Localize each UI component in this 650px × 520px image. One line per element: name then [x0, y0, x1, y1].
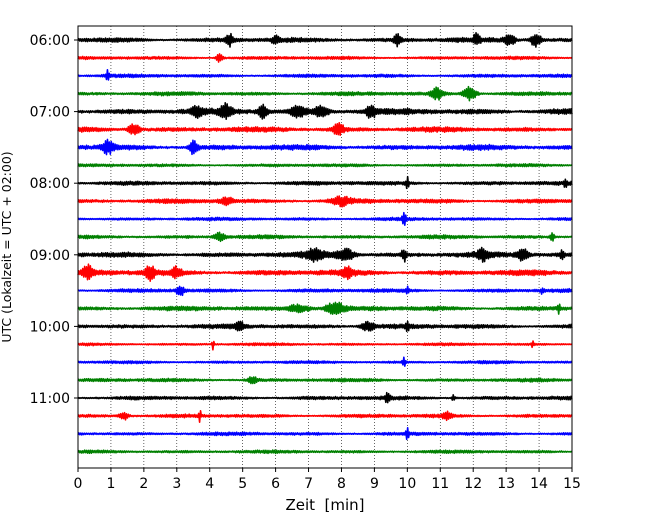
x-tick-label: 9 [370, 476, 379, 492]
trace-0800 [77, 175, 573, 190]
y-axis-label: UTC (Lokalzeit = UTC + 02:00) [0, 151, 14, 342]
y-tick-label: 09:00 [30, 248, 70, 264]
x-tick-label: 5 [238, 476, 247, 492]
x-tick-label: 7 [304, 476, 313, 492]
trace-0900 [77, 246, 573, 263]
x-tick-label: 14 [530, 476, 548, 492]
x-tick-label: 4 [205, 476, 214, 492]
x-tick-label: 11 [431, 476, 449, 492]
trace-0930 [77, 285, 573, 297]
y-axis-ticks: 06:00 07:00 08:00 09:00 10:00 11:00 [30, 33, 78, 407]
x-tick-label: 13 [497, 476, 515, 492]
trace-0615 [77, 53, 573, 63]
trace-0700 [77, 102, 573, 121]
x-tick-label: 10 [398, 476, 416, 492]
y-tick-label: 10:00 [30, 319, 70, 335]
y-tick-label: 07:00 [30, 105, 70, 121]
trace-0645 [77, 85, 573, 102]
trace-0715 [77, 121, 573, 137]
x-tick-label: 8 [337, 476, 346, 492]
x-tick-label: 6 [271, 476, 280, 492]
trace-0915 [77, 263, 573, 283]
x-tick-label: 1 [106, 476, 115, 492]
y-tick-label: 06:00 [30, 33, 70, 49]
trace-group [77, 32, 573, 455]
x-tick-label: 12 [464, 476, 482, 492]
y-tick-label: 11:00 [30, 391, 70, 407]
x-tick-label: 2 [139, 476, 148, 492]
x-axis-label: Zeit [min] [285, 496, 364, 514]
trace-0845 [77, 231, 573, 243]
trace-1015 [77, 340, 573, 351]
plot-frame [77, 25, 573, 469]
x-axis-ticks: 0 1 2 3 4 5 6 7 8 9 10 11 12 13 14 15 [74, 468, 581, 492]
trace-0745 [77, 162, 573, 168]
trace-1000 [77, 320, 573, 333]
trace-1145 [77, 449, 573, 455]
trace-1100 [77, 391, 573, 404]
trace-0630 [77, 69, 573, 81]
trace-1045 [77, 376, 573, 385]
x-tick-label: 0 [74, 476, 83, 492]
trace-0730 [77, 138, 573, 156]
trace-0830 [77, 211, 573, 226]
trace-1030 [77, 356, 573, 367]
trace-1115 [77, 409, 573, 423]
trace-0815 [77, 195, 573, 208]
trace-1130 [77, 426, 573, 441]
y-tick-label: 08:00 [30, 176, 70, 192]
trace-0600 [77, 32, 573, 48]
x-tick-label: 3 [172, 476, 181, 492]
x-tick-label: 15 [563, 476, 581, 492]
trace-0945 [77, 301, 573, 316]
